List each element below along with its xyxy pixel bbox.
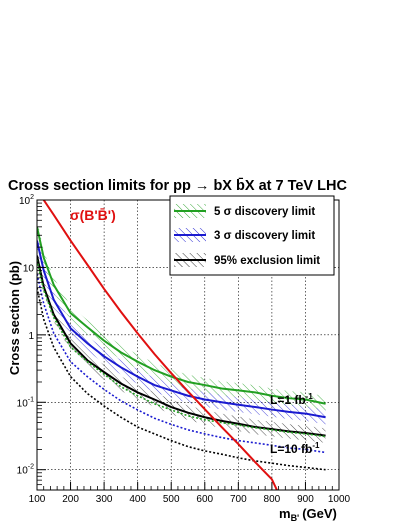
legend-item-5sigma: 5 σ discovery limit <box>174 204 315 218</box>
x-tick-label: 600 <box>196 494 213 505</box>
series-line-10fb <box>37 273 326 454</box>
legend-item-95cl: 95% exclusion limit <box>174 253 320 267</box>
y-tick-label: 1 <box>28 331 34 342</box>
lumi-1-label: L=1 fb-1 <box>270 392 313 407</box>
x-tick-label: 500 <box>163 494 180 505</box>
legend-label-95cl: 95% exclusion limit <box>214 255 320 267</box>
y-tick-label: 10-2 <box>17 464 34 477</box>
series-line-10fb <box>37 259 326 438</box>
uncertainty-band <box>37 219 326 412</box>
series-line-10fb <box>37 287 326 471</box>
x-tick-label: 300 <box>96 494 113 505</box>
x-tick-label: 1000 <box>328 494 351 505</box>
x-tick-label: 400 <box>129 494 146 505</box>
x-axis-label: mB' (GeV) <box>279 506 337 523</box>
sigma-label: σ(B'B̄') <box>70 206 116 223</box>
lumi-10-label: L=10 fb-1 <box>270 441 320 456</box>
legend-label-5sigma: 5 σ discovery limit <box>214 206 315 218</box>
x-tick-label: 900 <box>297 494 314 505</box>
x-tick-label: 800 <box>264 494 281 505</box>
x-tick-label: 700 <box>230 494 247 505</box>
series-line-1fb <box>37 226 326 405</box>
y-tick-label: 102 <box>19 194 34 207</box>
series-lines <box>37 200 326 490</box>
y-tick-label: 10 <box>23 263 35 274</box>
y-tick-label: 10-1 <box>17 396 34 409</box>
legend: 5 σ discovery limit 3 σ discovery limit … <box>169 195 335 276</box>
uncertainty-bands <box>37 219 326 443</box>
y-axis-label: Cross section (pb) <box>7 261 22 375</box>
axis-ticks: 100 200 300 400 500 600 700 800 900 1000 10-2 10-1 1… <box>17 194 351 505</box>
x-axis-label-sub: B' <box>291 513 300 523</box>
x-tick-label: 200 <box>62 494 79 505</box>
chart-title: Cross section limits for pp → bX b̄X at … <box>8 176 347 194</box>
sigma-curve <box>42 200 278 490</box>
series-line-1fb <box>37 240 326 419</box>
x-tick-label: 100 <box>29 494 46 505</box>
legend-item-3sigma: 3 σ discovery limit <box>174 228 315 242</box>
uncertainty-band <box>37 248 326 443</box>
legend-label-3sigma: 3 σ discovery limit <box>214 230 315 242</box>
